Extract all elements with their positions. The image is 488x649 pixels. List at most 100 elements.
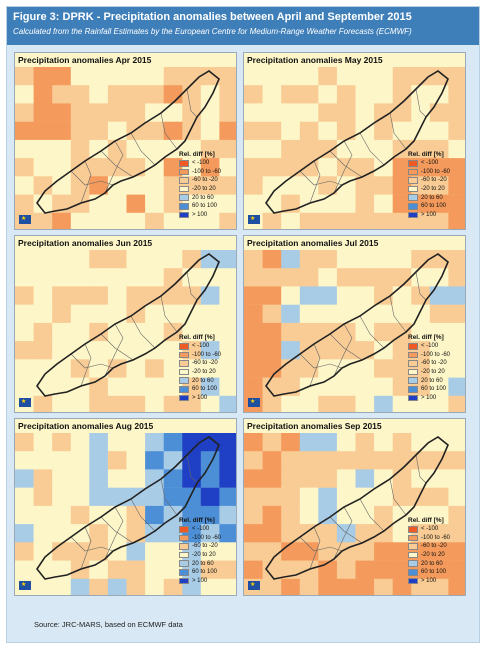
- legend-label: -100 to -60: [421, 534, 451, 541]
- anomaly-cell: [200, 250, 220, 269]
- anomaly-cell: [448, 524, 465, 543]
- anomaly-cell: [15, 85, 34, 104]
- anomaly-cell: [182, 103, 202, 122]
- anomaly-cell: [429, 433, 449, 452]
- anomaly-cell: [15, 505, 34, 525]
- anomaly-cell: [89, 341, 109, 360]
- anomaly-cell: [52, 304, 72, 324]
- anomaly-cell: [107, 451, 127, 470]
- anomaly-cell: [200, 433, 220, 452]
- anomaly-cell: [15, 286, 34, 305]
- anomaly-cell: [70, 304, 90, 324]
- anomaly-cell: [262, 542, 282, 561]
- legend-label: -20 to 20: [421, 369, 445, 376]
- anomaly-cell: [15, 268, 34, 287]
- anomaly-cell: [33, 395, 53, 412]
- anomaly-map: [244, 250, 465, 412]
- anomaly-cell: [318, 67, 338, 86]
- anomaly-cell: [107, 194, 127, 214]
- legend-label: -60 to -20: [192, 177, 218, 184]
- anomaly-cell: [107, 377, 127, 397]
- legend-label: -100 to -60: [192, 168, 222, 175]
- anomaly-cell: [299, 322, 319, 342]
- legend-label: < -100: [421, 343, 439, 350]
- anomaly-cell: [126, 268, 146, 287]
- anomaly-cell: [244, 304, 263, 324]
- anomaly-cell: [89, 524, 109, 543]
- anomaly-cell: [126, 322, 146, 342]
- anomaly-cell: [336, 286, 356, 305]
- anomaly-cell: [411, 85, 431, 104]
- legend-swatch: [408, 211, 418, 219]
- anomaly-cell: [262, 121, 282, 141]
- anomaly-cell: [33, 176, 53, 195]
- legend-swatch: [179, 551, 189, 559]
- anomaly-cell: [355, 451, 375, 470]
- anomaly-cell: [244, 85, 263, 104]
- anomaly-cell: [200, 139, 220, 159]
- anomaly-cell: [355, 250, 375, 269]
- anomaly-cell: [33, 359, 53, 378]
- legend-label: < -100: [421, 526, 439, 533]
- anomaly-cell: [126, 85, 146, 104]
- anomaly-cell: [126, 194, 146, 214]
- anomaly-cell: [219, 304, 236, 324]
- panel-title: Precipitation anomalies Aug 2015: [18, 421, 154, 431]
- anomaly-cell: [219, 359, 236, 378]
- legend-label: -100 to -60: [421, 168, 451, 175]
- anomaly-cell: [244, 250, 263, 269]
- anomaly-cell: [219, 286, 236, 305]
- anomaly-cell: [15, 67, 34, 86]
- province-boundary: [104, 140, 124, 194]
- anomaly-cell: [145, 268, 164, 287]
- province-boundary: [100, 516, 134, 544]
- anomaly-cell: [318, 304, 338, 324]
- anomaly-cell: [318, 359, 338, 378]
- legend-label: -60 to -20: [421, 543, 447, 550]
- legend-swatch: [408, 577, 418, 585]
- anomaly-cell: [89, 158, 109, 177]
- anomaly-cell: [126, 377, 146, 397]
- anomaly-cell: [318, 341, 338, 360]
- anomaly-cell: [219, 194, 236, 214]
- province-boundary: [309, 160, 321, 204]
- anomaly-cell: [107, 304, 127, 324]
- anomaly-cell: [429, 395, 449, 412]
- anomaly-cell: [355, 469, 375, 488]
- anomaly-cell: [182, 451, 202, 470]
- anomaly-cell: [318, 524, 338, 543]
- anomaly-cell: [89, 433, 109, 452]
- anomaly-cell: [145, 341, 164, 360]
- anomaly-cell: [355, 85, 375, 104]
- anomaly-cell: [374, 377, 393, 397]
- anomaly-cell: [163, 268, 183, 287]
- anomaly-cell: [429, 469, 449, 488]
- anomaly-cell: [89, 121, 109, 141]
- anomaly-cell: [262, 560, 282, 580]
- province-boundary: [359, 315, 385, 349]
- legend-label: -60 to -20: [192, 360, 218, 367]
- anomaly-cell: [15, 322, 34, 342]
- anomaly-cell: [70, 67, 90, 86]
- province-boundary: [359, 498, 385, 532]
- legend-item: -60 to -20: [408, 176, 464, 185]
- legend-swatch: [179, 185, 189, 193]
- anomaly-cell: [145, 487, 164, 507]
- anomaly-cell: [52, 451, 72, 470]
- anomaly-cell: [107, 433, 127, 452]
- legend-label: < -100: [421, 160, 439, 167]
- anomaly-cell: [89, 286, 109, 305]
- legend: Rel. diff [%] < -100 -100 to -60 -60 to -20…: [179, 334, 235, 402]
- anomaly-cell: [448, 560, 465, 580]
- anomaly-cell: [318, 85, 338, 104]
- anomaly-cell: [318, 578, 338, 595]
- anomaly-cell: [163, 304, 183, 324]
- legend-swatch: [408, 394, 418, 402]
- legend-label: > 100: [192, 577, 208, 584]
- anomaly-cell: [33, 304, 53, 324]
- legend-label: 60 to 100: [192, 386, 218, 393]
- anomaly-cell: [262, 322, 282, 342]
- anomaly-cell: [281, 542, 301, 561]
- anomaly-cell: [448, 578, 465, 595]
- anomaly-cell: [15, 542, 34, 561]
